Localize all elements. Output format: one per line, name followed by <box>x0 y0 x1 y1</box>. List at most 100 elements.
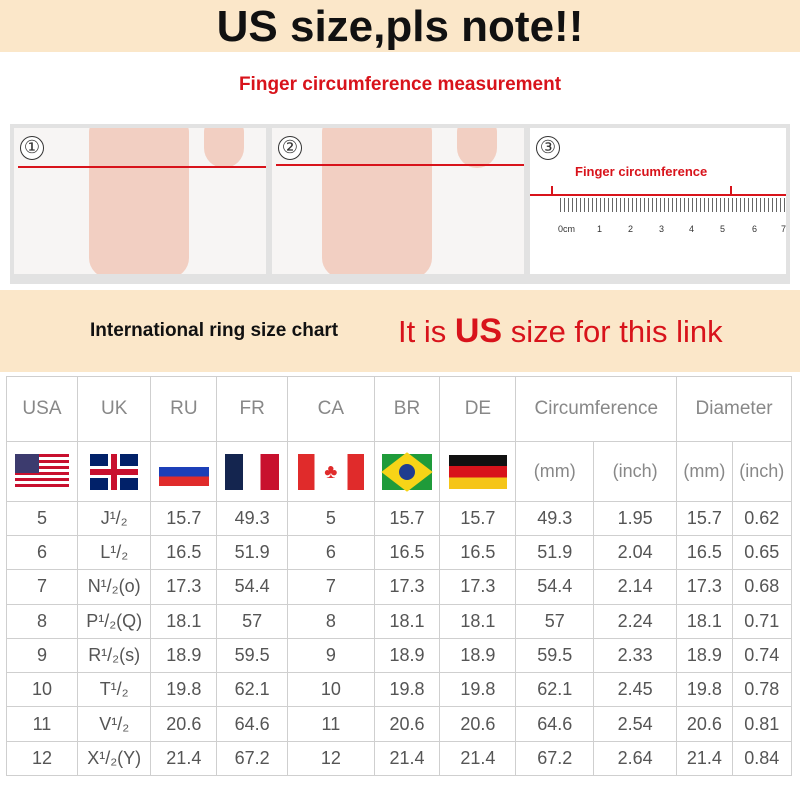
header-usa: USA <box>6 375 78 443</box>
cell-circ-mm: 54.4 <box>515 569 595 605</box>
cell-uk: T¹/₂ <box>76 672 152 708</box>
cell-de: 20.6 <box>439 706 517 742</box>
ruler-tick: 4 <box>689 224 695 234</box>
cell-ru: 17.3 <box>150 569 218 605</box>
cell-fr: 54.4 <box>216 569 289 605</box>
measuring-string <box>530 194 786 196</box>
ca-flag-icon: ♣ <box>297 453 364 490</box>
flag-cell: ♣ <box>287 441 375 502</box>
table-row: 9 R¹/₂(s) 18.9 59.5 9 18.9 18.9 59.5 2.33 18.9 0.7… <box>6 637 793 674</box>
ru-flag-icon <box>158 457 209 486</box>
table-row: 12 X¹/₂(Y) 21.4 67.2 12 21.4 21.4 67.2 2.64 21.4 0… <box>6 740 793 777</box>
cell-fr: 59.5 <box>216 637 289 674</box>
cell-ca: 8 <box>287 603 375 639</box>
ruler-tick: 3 <box>659 224 665 234</box>
measurement-title: Finger circumference measurement <box>238 74 562 95</box>
title-banner: US size,pls note!! <box>0 0 800 52</box>
cell-uk: L¹/₂ <box>76 534 152 571</box>
cell-diam-inch: 0.65 <box>731 534 793 571</box>
cell-diam-mm: 19.8 <box>676 672 733 708</box>
cell-br: 21.4 <box>373 740 441 777</box>
thumb <box>204 128 244 168</box>
cell-diam-mm: 18.9 <box>676 637 733 674</box>
cell-diam-inch: 0.68 <box>731 569 793 605</box>
note-text: It is <box>398 314 455 349</box>
cell-circ-inch: 2.24 <box>593 603 678 639</box>
cell-fr: 49.3 <box>216 500 289 536</box>
header-row: USA UK RU FR CA BR DE Circumference Diam… <box>6 375 792 443</box>
cell-diam-inch: 0.81 <box>731 706 793 742</box>
cell-diam-inch: 0.78 <box>731 672 793 708</box>
ruler-tick: 0cm <box>558 224 576 234</box>
cell-ca: 11 <box>287 706 375 742</box>
cell-uk: N¹/₂(o) <box>76 569 152 605</box>
flag-cell <box>216 441 289 502</box>
cell-diam-mm: 20.6 <box>676 706 733 742</box>
header-de: DE <box>439 375 517 443</box>
cell-circ-inch: 2.45 <box>593 672 678 708</box>
header-ca: CA <box>287 375 375 443</box>
unit-inch: (inch) <box>731 441 793 502</box>
cell-ca: 5 <box>287 500 375 536</box>
cell-ru: 15.7 <box>150 500 218 536</box>
table-row: 6 L¹/₂ 16.5 51.9 6 16.5 16.5 51.9 2.04 16.5 0.65 <box>6 534 793 571</box>
step-1-photo: ① <box>14 128 266 274</box>
header-circumference: Circumference <box>515 375 678 443</box>
cell-uk: R¹/₂(s) <box>76 637 152 674</box>
cell-usa: 6 <box>6 534 78 571</box>
step-number: ③ <box>536 136 560 160</box>
note-text: size for this link <box>502 314 723 349</box>
cell-ru: 21.4 <box>150 740 218 777</box>
cell-circ-inch: 2.14 <box>593 569 678 605</box>
flag-cell <box>439 441 517 502</box>
uk-flag-icon <box>90 453 139 490</box>
step-2-photo: ② <box>272 128 524 274</box>
cell-br: 19.8 <box>373 672 441 708</box>
cell-de: 19.8 <box>439 672 517 708</box>
header-ru: RU <box>150 375 218 443</box>
header-uk: UK <box>76 375 152 443</box>
ruler <box>560 198 786 238</box>
ruler-tick: 5 <box>720 224 726 234</box>
cell-fr: 64.6 <box>216 706 289 742</box>
flag-cell <box>6 441 78 502</box>
flag-cell <box>76 441 152 502</box>
measuring-string <box>276 164 524 166</box>
cell-de: 18.1 <box>439 603 517 639</box>
cell-usa: 11 <box>6 706 78 742</box>
cell-circ-mm: 57 <box>515 603 595 639</box>
cell-circ-inch: 1.95 <box>593 500 678 536</box>
table-row: 8 P¹/₂(Q) 18.1 57 8 18.1 18.1 57 2.24 18.1 0.71 <box>6 603 793 639</box>
unit-inch: (inch) <box>593 441 678 502</box>
cell-usa: 10 <box>6 672 78 708</box>
cell-ru: 19.8 <box>150 672 218 708</box>
cell-br: 15.7 <box>373 500 441 536</box>
cell-diam-mm: 16.5 <box>676 534 733 571</box>
cell-circ-inch: 2.04 <box>593 534 678 571</box>
cell-br: 20.6 <box>373 706 441 742</box>
us-size-note: It is US size for this link <box>398 312 723 351</box>
cell-de: 15.7 <box>439 500 517 536</box>
cell-circ-inch: 2.64 <box>593 740 678 777</box>
cell-diam-inch: 0.74 <box>731 637 793 674</box>
cell-diam-inch: 0.84 <box>731 740 793 777</box>
br-flag-icon <box>381 451 433 492</box>
fr-flag-icon <box>225 453 280 490</box>
string-mark <box>551 186 553 195</box>
ruler-tick: 2 <box>628 224 634 234</box>
flag-cell <box>373 441 441 502</box>
cell-ca: 12 <box>287 740 375 777</box>
step-number: ① <box>20 136 44 160</box>
cell-usa: 9 <box>6 637 78 674</box>
cell-usa: 7 <box>6 569 78 605</box>
cell-fr: 67.2 <box>216 740 289 777</box>
header-fr: FR <box>216 375 289 443</box>
header-diameter: Diameter <box>676 375 792 443</box>
cell-ca: 7 <box>287 569 375 605</box>
cell-circ-mm: 59.5 <box>515 637 595 674</box>
cell-usa: 5 <box>6 500 78 536</box>
cell-uk: J¹/₂ <box>76 500 152 536</box>
cell-circ-mm: 64.6 <box>515 706 595 742</box>
cell-fr: 62.1 <box>216 672 289 708</box>
size-chart-heading: International ring size chart It is US s… <box>0 290 800 372</box>
